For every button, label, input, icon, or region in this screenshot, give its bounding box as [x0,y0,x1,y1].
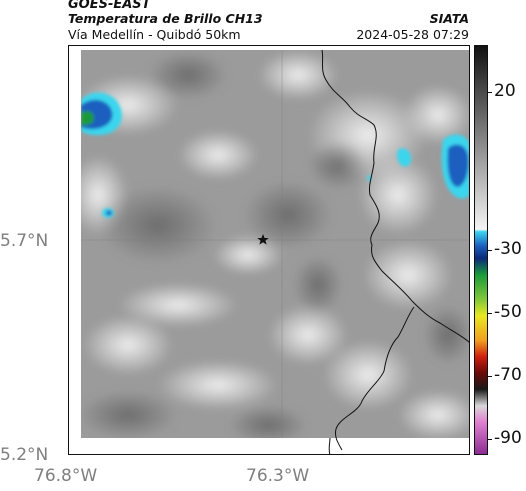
colorbar-tick-mark [488,376,492,378]
lon-tick-label: 76.3°W [246,466,310,486]
colorbar-tick-mark [488,250,492,251]
colorbar-tick-label: -70 [494,365,522,386]
colorbar-tick-mark [488,439,492,441]
lon-tick-label: 76.8°W [34,466,98,486]
colorbar-tick-label: -50 [494,302,522,323]
timestamp-label: 2024-05-28 07:29 [356,27,469,42]
lat-tick-label: 5.2°N [0,445,49,465]
organization-label: SIATA [429,11,469,26]
colorbar-tick-label: -30 [494,239,522,259]
colorbar-tick-label: -90 [494,428,522,449]
region-label: Vía Medellín - Quibdó 50km [68,27,241,42]
lat-tick-label: 5.7°N [0,231,49,251]
colorbar-tick-mark [488,313,492,315]
satellite-map [68,45,470,455]
colorbar [474,45,488,455]
colorbar-tick-label: 20 [494,81,516,102]
colorbar-tick-mark [488,92,492,94]
product-title: Temperatura de Brillo CH13 [68,11,263,26]
star-marker [257,234,269,245]
satellite-title: GOES-EAST [68,0,151,12]
